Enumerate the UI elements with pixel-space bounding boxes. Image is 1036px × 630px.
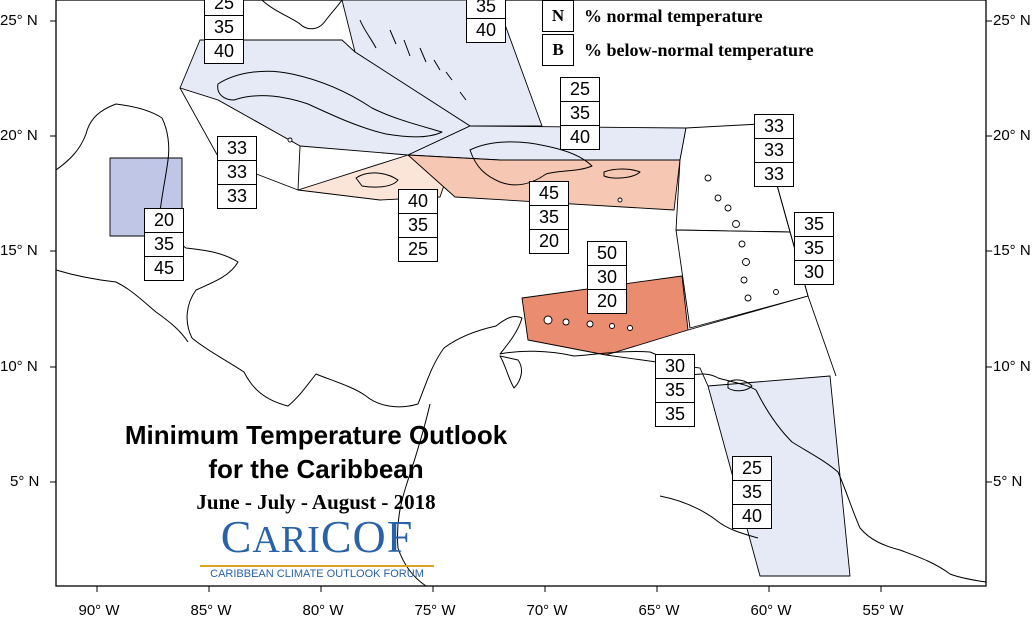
lat-label-10-right: 10° N bbox=[993, 358, 1031, 375]
title-line-1: Minimum Temperature Outlook bbox=[124, 420, 508, 450]
prob-value: 35 bbox=[399, 213, 437, 237]
prob-value: 35 bbox=[561, 101, 599, 125]
lat-label-20-left: 20° N bbox=[0, 127, 38, 144]
legend-key-normal: N bbox=[542, 0, 574, 32]
logo-letter-c: C bbox=[220, 511, 253, 562]
coast-west-south-america bbox=[397, 403, 431, 587]
legend-text-below: % below-normal temperature bbox=[584, 39, 814, 60]
prob-box-cuba: 25 35 40 bbox=[560, 77, 600, 150]
logo-letters-ari: ARI bbox=[252, 519, 321, 561]
map-title: Minimum Temperature Outlook for the Cari… bbox=[80, 418, 552, 516]
prob-box-windward-islands: 35 35 30 bbox=[794, 212, 834, 285]
prob-value: 40 bbox=[205, 39, 243, 63]
prob-value: 20 bbox=[153, 210, 175, 230]
legend-key-below: B bbox=[542, 34, 574, 66]
lon-label-60: 60° W bbox=[750, 602, 792, 619]
coast-trinidad bbox=[727, 379, 753, 392]
map-frame bbox=[55, 0, 987, 587]
prob-value: 45 bbox=[145, 256, 183, 280]
logo-tagline: CARIBBEAN CLIMATE OUTLOOK FORUM bbox=[200, 565, 434, 580]
coast-cuba bbox=[217, 70, 443, 138]
prob-value: 33 bbox=[226, 138, 248, 158]
prob-value: 35 bbox=[205, 15, 243, 39]
prob-value: 50 bbox=[596, 243, 618, 263]
prob-value: 35 bbox=[733, 480, 771, 504]
season-label: June - July - August - 2018 bbox=[196, 490, 436, 514]
prob-value: 33 bbox=[218, 184, 256, 208]
prob-value: 35 bbox=[795, 236, 833, 260]
lat-label-25-right: 25° N bbox=[993, 12, 1031, 29]
prob-value: 40 bbox=[733, 504, 771, 528]
lon-label-85: 85° W bbox=[190, 602, 232, 619]
title-line-2: for the Caribbean bbox=[208, 454, 424, 484]
prob-value: 30 bbox=[664, 356, 686, 376]
prob-value: 25 bbox=[213, 0, 235, 13]
coast-jamaica bbox=[355, 172, 399, 188]
prob-value: 25 bbox=[399, 237, 437, 261]
prob-value: 30 bbox=[795, 260, 833, 284]
legend-item-below: B % below-normal temperature bbox=[542, 34, 814, 66]
coast-bahamas bbox=[359, 19, 467, 101]
prob-value: 33 bbox=[218, 160, 256, 184]
lon-label-75: 75° W bbox=[414, 602, 456, 619]
prob-box-cayman: 33 33 33 bbox=[217, 136, 257, 209]
prob-box-northern-lesser-antilles: 33 33 33 bbox=[754, 114, 794, 187]
prob-value: 35 bbox=[530, 205, 568, 229]
coast-hispaniola bbox=[469, 141, 593, 186]
prob-value: 33 bbox=[763, 116, 785, 136]
lat-label-5-right: 5° N bbox=[993, 473, 1023, 490]
prob-value: 35 bbox=[656, 402, 694, 426]
logo-letters-cof: COF bbox=[320, 511, 414, 562]
prob-value: 40 bbox=[561, 125, 599, 149]
coast-pacific bbox=[55, 269, 189, 343]
prob-value: 35 bbox=[656, 378, 694, 402]
prob-value: 20 bbox=[588, 289, 626, 313]
prob-value: 35 bbox=[145, 232, 183, 256]
prob-value: 20 bbox=[530, 229, 568, 253]
lon-label-80: 80° W bbox=[302, 602, 344, 619]
prob-value: 30 bbox=[588, 265, 626, 289]
lon-label-70: 70° W bbox=[526, 602, 568, 619]
region-netherlands-antilles bbox=[521, 275, 689, 356]
legend-text-normal: % normal temperature bbox=[584, 5, 763, 26]
coast-interior bbox=[659, 495, 759, 539]
coast-florida bbox=[261, 0, 343, 30]
logo-wordmark: CARICOF bbox=[200, 512, 434, 565]
prob-value: 35 bbox=[803, 214, 825, 234]
lat-label-20-right: 20° N bbox=[993, 127, 1031, 144]
prob-value: 33 bbox=[755, 162, 793, 186]
lat-label-25-left: 25° N bbox=[0, 12, 38, 29]
prob-value: 35 bbox=[475, 0, 497, 16]
prob-box-hispaniola: 45 35 20 bbox=[529, 181, 569, 254]
prob-value: 25 bbox=[569, 79, 591, 99]
legend-item-normal: N % normal temperature bbox=[542, 0, 763, 32]
lon-label-55: 55° W bbox=[862, 602, 904, 619]
prob-box-turks-caicos: 35 40 bbox=[466, 0, 506, 43]
prob-box-guianas: 25 35 40 bbox=[732, 456, 772, 529]
prob-box-bahamas-north: 25 35 40 bbox=[204, 0, 244, 64]
coast-puerto-rico bbox=[603, 168, 641, 179]
prob-value: 45 bbox=[538, 183, 560, 203]
prob-value: 25 bbox=[741, 458, 763, 478]
caricof-logo: CARICOF CARIBBEAN CLIMATE OUTLOOK FORUM bbox=[200, 512, 434, 580]
lat-label-10-left: 10° N bbox=[0, 358, 38, 375]
prob-value: 33 bbox=[755, 138, 793, 162]
prob-box-trinidad: 30 35 35 bbox=[655, 354, 695, 427]
prob-box-jamaica: 40 35 25 bbox=[398, 189, 438, 262]
lon-label-65: 65° W bbox=[638, 602, 680, 619]
prob-value: 40 bbox=[467, 18, 505, 42]
region-guianas bbox=[707, 375, 851, 577]
axis-ticks bbox=[50, 20, 992, 592]
lon-label-90: 90° W bbox=[78, 602, 120, 619]
lat-label-15-right: 15° N bbox=[993, 242, 1031, 259]
prob-value: 40 bbox=[407, 191, 429, 211]
lat-label-15-left: 15° N bbox=[0, 242, 38, 259]
lat-label-5-left: 5° N bbox=[10, 473, 40, 490]
prob-box-netherlands-antilles: 50 30 20 bbox=[587, 241, 627, 314]
prob-box-belize: 20 35 45 bbox=[144, 208, 184, 281]
coast-maracaibo bbox=[499, 355, 522, 389]
